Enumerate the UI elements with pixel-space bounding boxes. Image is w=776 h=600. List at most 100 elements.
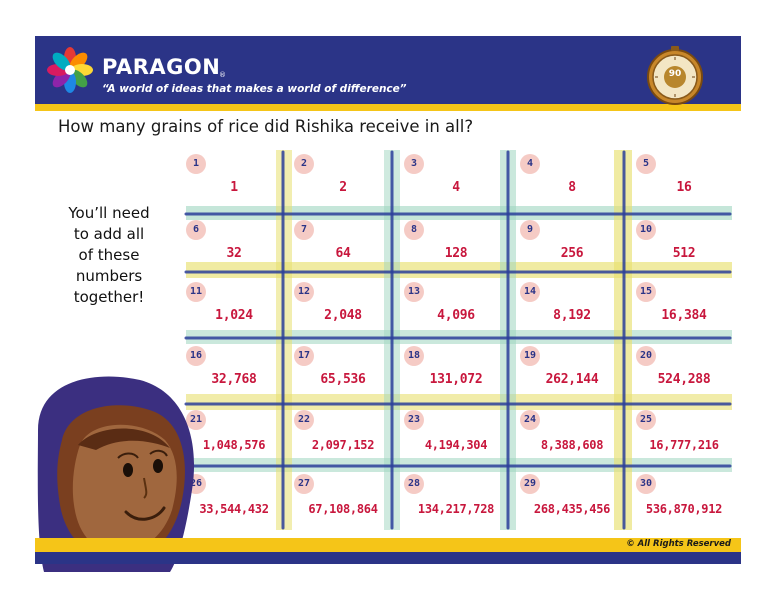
cell-number: 8 — [404, 220, 424, 240]
cell-number: 25 — [636, 410, 656, 430]
cell-number: 5 — [636, 154, 656, 174]
cell-number: 11 — [186, 282, 206, 302]
hint-line: numbers — [75, 267, 143, 285]
cell-number: 28 — [404, 474, 424, 494]
cell-grain-count: 2,097,152 — [311, 438, 375, 452]
cell-number: 22 — [294, 410, 314, 430]
grid-cell: 11 1,024 — [180, 280, 288, 342]
cell-grain-count: 4,096 — [437, 308, 475, 323]
timer-value: 90 — [668, 69, 682, 79]
cell-grain-count: 33,544,432 — [199, 502, 269, 516]
cell-number: 23 — [404, 410, 424, 430]
hint-line: to add all — [73, 225, 145, 243]
grid-cell: 10 512 — [630, 218, 738, 280]
registered-mark: ® — [219, 71, 226, 79]
cell-number: 20 — [636, 346, 656, 366]
cell-grain-count: 134,217,728 — [417, 502, 495, 516]
cell-number: 18 — [404, 346, 424, 366]
grid-cell: 24 8,388,608 — [514, 408, 630, 470]
cell-grain-count: 16,777,216 — [649, 438, 719, 452]
cell-number: 27 — [294, 474, 314, 494]
cell-grain-count: 8,388,608 — [540, 438, 604, 452]
cell-number: 16 — [186, 346, 206, 366]
cell-grain-count: 8 — [568, 180, 576, 195]
grid-cell: 23 4,194,304 — [398, 408, 514, 470]
grid-cell: 14 8,192 — [514, 280, 630, 342]
footer-bar — [35, 552, 741, 564]
footer-stripe — [35, 538, 741, 552]
cell-number: 1 — [186, 154, 206, 174]
cell-grain-count: 1,024 — [215, 308, 253, 323]
cell-grain-count: 131,072 — [429, 372, 483, 387]
grid-cell: 16 32,768 — [180, 344, 288, 406]
cell-number: 30 — [636, 474, 656, 494]
cell-grain-count: 32 — [226, 246, 242, 261]
cell-number: 19 — [520, 346, 540, 366]
grid-cell: 9 256 — [514, 218, 630, 280]
cell-number: 24 — [520, 410, 540, 430]
cell-grain-count: 524,288 — [657, 372, 711, 387]
cell-grain-count: 32,768 — [211, 372, 257, 387]
cell-grain-count: 16 — [676, 180, 692, 195]
cell-grain-count: 8,192 — [553, 308, 591, 323]
hint-line: together! — [73, 288, 145, 306]
grid-cell: 29 268,435,456 — [514, 472, 630, 534]
cell-grain-count: 16,384 — [661, 308, 707, 323]
cell-grain-count: 65,536 — [320, 372, 366, 387]
cell-grain-count: 268,435,456 — [533, 502, 611, 516]
tagline: “A world of ideas that makes a world of … — [102, 83, 407, 95]
grid-cell: 17 65,536 — [288, 344, 398, 406]
cell-number: 15 — [636, 282, 656, 302]
cell-number: 12 — [294, 282, 314, 302]
grid-cell: 5 16 — [630, 152, 738, 214]
cell-grain-count: 128 — [444, 246, 468, 261]
cell-number: 17 — [294, 346, 314, 366]
grid-cell: 21 1,048,576 — [180, 408, 288, 470]
question-text: How many grains of rice did Rishika rece… — [58, 117, 474, 136]
cell-number: 14 — [520, 282, 540, 302]
cell-grain-count: 2 — [339, 180, 347, 195]
cell-grain-count: 4,194,304 — [424, 438, 488, 452]
cell-number: 13 — [404, 282, 424, 302]
hint-text: You’ll need to add all of these numbers … — [50, 203, 168, 308]
cell-number: 9 — [520, 220, 540, 240]
grid-cell: 8 128 — [398, 218, 514, 280]
grid-cell: 18 131,072 — [398, 344, 514, 406]
cell-number: 6 — [186, 220, 206, 240]
grid-cell: 22 2,097,152 — [288, 408, 398, 470]
cell-grain-count: 262,144 — [545, 372, 599, 387]
copyright-text: © All Rights Reserved — [626, 539, 731, 549]
header-stripe — [35, 104, 741, 111]
header-bar — [35, 36, 741, 104]
paragon-logo-icon — [47, 47, 93, 93]
grid-cell: 30 536,870,912 — [630, 472, 738, 534]
cell-grain-count: 64 — [335, 246, 351, 261]
cell-grain-count: 512 — [672, 246, 696, 261]
cell-number: 29 — [520, 474, 540, 494]
grid-cell: 13 4,096 — [398, 280, 514, 342]
cell-number: 7 — [294, 220, 314, 240]
brand-name: PARAGON — [102, 55, 221, 79]
hint-line: of these — [78, 246, 140, 264]
grid-cell: 15 16,384 — [630, 280, 738, 342]
grid-cell: 20 524,288 — [630, 344, 738, 406]
cell-number: 4 — [520, 154, 540, 174]
grid-cell: 27 67,108,864 — [288, 472, 398, 534]
cell-number: 10 — [636, 220, 656, 240]
grid-cell: 19 262,144 — [514, 344, 630, 406]
cell-grain-count: 2,048 — [324, 308, 362, 323]
grid-cell: 12 2,048 — [288, 280, 398, 342]
cell-grain-count: 536,870,912 — [645, 502, 723, 516]
cell-grain-count: 4 — [452, 180, 460, 195]
grid-cell: 28 134,217,728 — [398, 472, 514, 534]
cell-grain-count: 67,108,864 — [308, 502, 378, 516]
cell-number: 21 — [186, 410, 206, 430]
cell-grain-count: 1,048,576 — [202, 438, 266, 452]
timer-clock-icon — [647, 46, 703, 105]
grid-cell: 25 16,777,216 — [630, 408, 738, 470]
